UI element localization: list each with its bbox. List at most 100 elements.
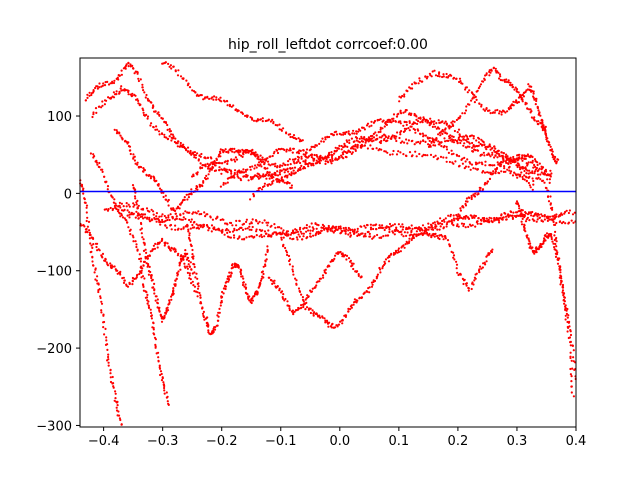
scatter-point-44 (127, 61, 130, 64)
scatter-point-314 (112, 91, 115, 94)
scatter-point-1972 (276, 165, 279, 168)
scatter-point-2391 (482, 108, 485, 111)
scatter-point-1171 (164, 224, 167, 227)
scatter-point-1624 (485, 148, 488, 151)
scatter-point-779 (400, 233, 403, 236)
scatter-point-2700 (120, 423, 123, 426)
scatter-point-2419 (512, 100, 515, 103)
scatter-point-2643 (95, 279, 98, 282)
scatter-point-2378 (465, 86, 468, 89)
scatter-point-3784 (142, 170, 145, 173)
scatter-point-1608 (466, 135, 469, 138)
scatter-point-2163 (518, 164, 521, 167)
scatter-point-2553 (145, 296, 149, 299)
scatter-point-1800 (418, 132, 422, 135)
scatter-point-3222 (436, 234, 439, 238)
scatter-point-2203 (470, 99, 473, 102)
scatter-point-3472 (545, 232, 549, 235)
scatter-point-1833 (460, 139, 463, 142)
scatter-point-2174 (433, 141, 436, 144)
scatter-point-3575 (559, 274, 562, 277)
scatter-point-1973 (279, 164, 282, 167)
scatter-point-1712 (308, 162, 311, 165)
scatter-point-1462 (280, 147, 283, 150)
scatter-point-313 (112, 96, 116, 99)
scatter-point-615 (123, 208, 126, 211)
scatter-point-1731 (331, 159, 334, 162)
scatter-point-1270 (331, 227, 334, 230)
scatter-point-306 (105, 99, 108, 102)
scatter-point-1020 (347, 233, 350, 236)
scatter-point-3268 (473, 276, 476, 279)
scatter-point-1673 (258, 186, 262, 190)
scatter-point-3244 (455, 260, 458, 263)
scatter-point-3241 (452, 254, 456, 257)
scatter-point-696 (261, 229, 264, 232)
scatter-point-89 (166, 123, 169, 127)
scatter-point-1510 (342, 131, 345, 134)
scatter-point-2053 (379, 128, 382, 131)
scatter-point-1499 (328, 135, 331, 139)
scatter-point-1423 (231, 176, 234, 179)
scatter-point-2462 (537, 113, 540, 116)
scatter-point-2779 (164, 311, 167, 314)
scatter-point-2451 (533, 98, 536, 101)
scatter-point-334 (131, 92, 134, 95)
scatter-point-3925 (263, 163, 266, 166)
scatter-point-1888 (531, 170, 534, 173)
scatter-point-3394 (355, 270, 358, 273)
scatter-point-1219 (245, 236, 248, 239)
scatter-point-3370 (335, 252, 338, 255)
scatter-point-3603 (569, 367, 572, 371)
scatter-point-2090 (426, 121, 429, 124)
scatter-point-425 (253, 175, 256, 178)
scatter-point-907 (155, 212, 158, 215)
scatter-point-562 (484, 164, 487, 167)
scatter-point-3194 (411, 237, 414, 240)
scatter-point-4089 (470, 194, 473, 197)
scatter-point-3278 (484, 263, 487, 266)
scatter-point-1342 (453, 219, 456, 222)
scatter-point-3568 (556, 252, 559, 256)
scatter-point-1477 (299, 149, 302, 152)
scatter-point-3841 (190, 188, 193, 191)
scatter-point-3666 (125, 283, 128, 286)
scatter-point-1460 (277, 147, 280, 151)
scatter-point-3026 (262, 265, 265, 268)
scatter-point-3162 (384, 258, 388, 261)
scatter-point-3864 (210, 168, 213, 171)
scatter-point-295 (92, 111, 95, 114)
scatter-point-3745 (192, 284, 195, 287)
scatter-point-276 (508, 169, 511, 172)
scatter-point-3280 (485, 260, 488, 263)
scatter-point-2672 (107, 361, 110, 364)
scatter-point-2160 (514, 160, 517, 163)
scatter-point-747 (347, 226, 350, 230)
scatter-point-3094 (327, 325, 330, 328)
scatter-point-3999 (211, 96, 214, 99)
scatter-point-4129 (504, 160, 507, 163)
scatter-point-91 (168, 128, 171, 131)
scatter-point-2127 (472, 144, 475, 147)
scatter-point-3712 (164, 242, 167, 245)
scatter-point-1621 (482, 141, 485, 144)
scatter-point-2471 (542, 124, 545, 127)
scatter-point-2228 (494, 67, 497, 70)
scatter-point-2074 (405, 109, 408, 112)
scatter-point-550 (463, 156, 466, 159)
scatter-point-359 (154, 128, 157, 131)
scatter-point-1241 (282, 236, 285, 239)
scatter-point-2861 (193, 265, 196, 269)
scatter-point-3651 (113, 265, 116, 268)
scatter-point-4046 (271, 118, 274, 121)
scatter-point-1281 (351, 228, 354, 231)
scatter-point-1512 (344, 132, 347, 136)
scatter-point-2650 (99, 295, 102, 298)
scatter-point-1297 (378, 236, 381, 239)
scatter-point-1058 (411, 227, 414, 230)
scatter-point-47 (129, 63, 132, 66)
scatter-point-210 (369, 144, 372, 147)
scatter-point-1459 (276, 151, 280, 155)
scatter-point-2232 (497, 71, 500, 74)
scatter-point-3312 (286, 304, 289, 307)
